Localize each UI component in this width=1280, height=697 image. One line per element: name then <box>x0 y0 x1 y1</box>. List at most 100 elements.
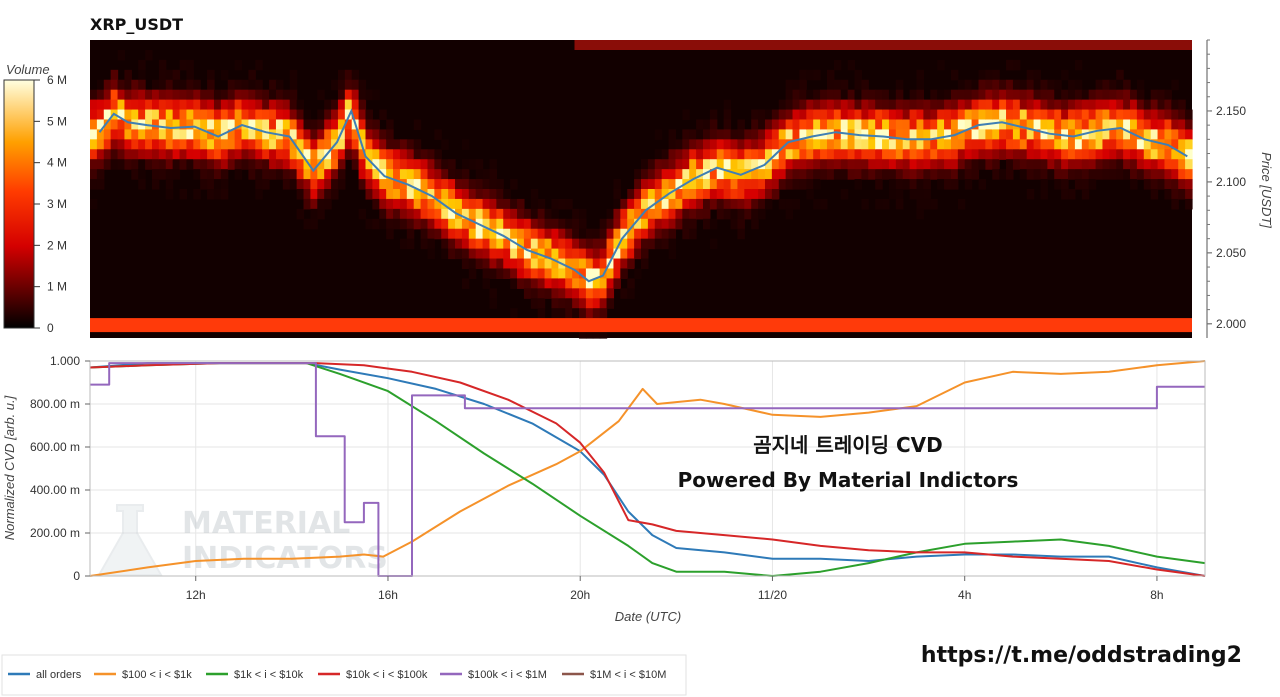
heatmap-cell <box>386 169 394 180</box>
heatmap-cell <box>964 89 973 101</box>
heatmap-cell <box>758 139 766 150</box>
heatmap-cell <box>303 179 311 190</box>
heatmap-cell <box>709 159 718 170</box>
heatmap-cell <box>255 169 263 180</box>
heatmap-cell <box>406 139 415 150</box>
heatmap-cell <box>90 169 98 180</box>
heatmap-cell <box>434 198 442 210</box>
heatmap-cell <box>895 139 904 150</box>
heatmap-cell <box>110 119 119 130</box>
heatmap-cell <box>592 278 601 289</box>
heatmap-cell <box>806 139 814 150</box>
heatmap-cell <box>654 208 663 220</box>
heatmap-cell <box>709 119 718 130</box>
heatmap-cell <box>489 208 497 220</box>
heatmap-cell <box>482 189 491 200</box>
heatmap-cell <box>489 288 497 299</box>
heatmap-cell <box>647 189 656 200</box>
legend[interactable]: all orders $100 < i < $1k $1k < i < $10k $1… <box>1 654 687 696</box>
heatmap-cell <box>696 139 704 150</box>
heatmap-cell <box>606 268 615 279</box>
heatmap-cell <box>482 218 491 230</box>
heatmap-cell <box>572 218 580 230</box>
heatmap-cell <box>165 179 174 190</box>
heatmap-cell <box>448 198 456 210</box>
heatmap-cell <box>723 169 732 180</box>
heatmap-cell <box>572 208 580 220</box>
heatmap-cell <box>496 248 504 260</box>
heatmap-cell <box>461 189 470 200</box>
heatmap-cell <box>441 179 449 190</box>
heatmap-cell <box>682 149 690 160</box>
heatmap-cell <box>172 159 181 170</box>
heatmap-cell <box>558 218 566 230</box>
heatmap-cell <box>937 89 945 101</box>
heatmap-cell <box>200 139 208 150</box>
legend-label-b1m_10m: $1M < i < $10M <box>590 669 666 681</box>
heatmap-cell <box>1109 109 1117 121</box>
heatmap-cell <box>399 208 408 220</box>
heatmap-cell <box>434 208 442 220</box>
heatmap-cell <box>468 179 477 190</box>
heatmap-cell <box>386 218 394 230</box>
heatmap-cell <box>124 79 132 91</box>
heatmap-cell <box>234 99 243 111</box>
heatmap-cell <box>792 99 801 111</box>
heatmap-cell <box>193 149 201 160</box>
heatmap-cell <box>1006 99 1014 111</box>
heatmap-cell <box>737 119 745 130</box>
heatmap-cell <box>455 248 463 260</box>
heatmap-cell <box>1081 119 1090 130</box>
heatmap-cell <box>937 109 945 121</box>
heatmap-cell <box>572 248 580 260</box>
heatmap-cell <box>103 149 112 160</box>
heatmap-cell <box>1109 159 1117 170</box>
heatmap-cell <box>475 159 484 170</box>
heatmap-cell <box>985 149 993 160</box>
heatmap-cell <box>1157 89 1166 101</box>
heatmap-cell <box>696 169 704 180</box>
telegram-link[interactable]: https://t.me/oddstrading2 <box>921 643 1242 668</box>
heatmap-cell <box>668 218 677 230</box>
heatmap-cell <box>1012 79 1021 91</box>
heatmap-cell <box>950 109 959 121</box>
heatmap-cell <box>461 278 470 289</box>
heatmap-cell <box>1019 139 1028 150</box>
heatmap-cell <box>227 159 236 170</box>
heatmap-cell <box>820 198 828 210</box>
heatmap-cell <box>689 218 697 230</box>
heatmap-cell <box>461 169 470 180</box>
heatmap-cell <box>813 69 821 81</box>
heatmap-cell <box>1081 149 1090 160</box>
heatmap-cell <box>764 169 773 180</box>
heatmap-cell <box>1185 159 1193 170</box>
heatmap-cell <box>1178 189 1186 200</box>
heatmap-cell <box>840 149 849 160</box>
heatmap-cell <box>358 109 367 121</box>
heatmap-cell <box>475 228 484 240</box>
volume-heatmap[interactable] <box>90 40 1193 339</box>
heatmap-cell <box>234 149 243 160</box>
heatmap-cell <box>138 169 146 180</box>
heatmap-cell <box>1061 89 1069 101</box>
heatmap-cell <box>950 69 959 81</box>
colorbar-tick-label: 4 M <box>47 156 67 170</box>
cvd-series-lines[interactable] <box>89 360 1206 577</box>
legend-label-b100k_1m: $100k < i < $1M <box>468 669 547 681</box>
heatmap-cell <box>771 169 780 180</box>
heatmap-cell <box>96 119 105 130</box>
heatmap-cell <box>647 238 656 250</box>
heatmap-cell <box>179 149 188 160</box>
heatmap-cell <box>895 159 904 170</box>
heatmap-cell <box>275 109 284 121</box>
heatmap-cell <box>186 89 194 101</box>
heatmap-cell <box>709 169 718 180</box>
heatmap-cell <box>158 99 167 111</box>
heatmap-cell <box>806 119 814 130</box>
heatmap-cell <box>234 159 243 170</box>
heatmap-cell <box>296 139 305 150</box>
heatmap-cell <box>448 159 456 170</box>
heatmap-cell <box>1102 139 1110 150</box>
heatmap-cell <box>654 218 663 230</box>
heatmap-cell <box>420 218 429 230</box>
